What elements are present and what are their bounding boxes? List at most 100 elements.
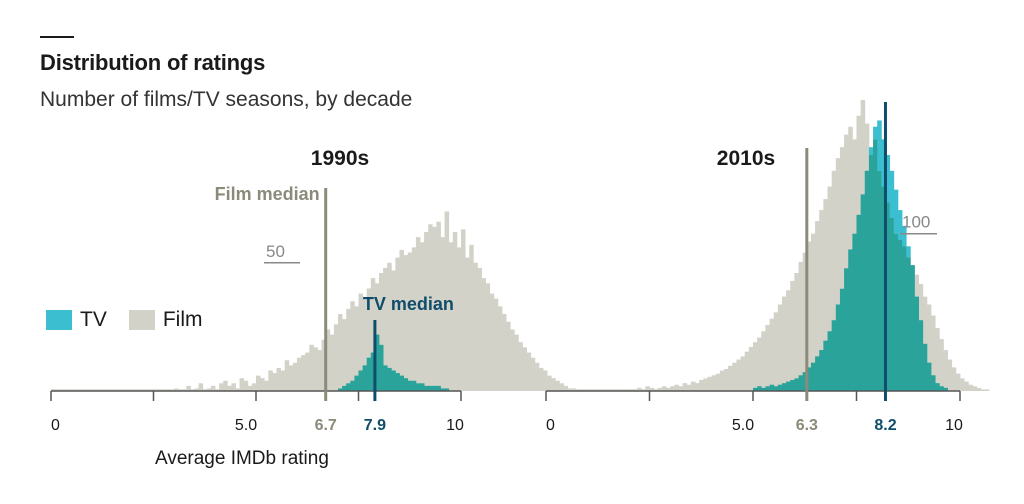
film-bar bbox=[728, 365, 733, 391]
tv-bar bbox=[868, 147, 874, 156]
tv-film-overlap-bar bbox=[444, 388, 450, 391]
film-bar bbox=[744, 351, 750, 391]
film-bar bbox=[518, 342, 523, 391]
tv-film-overlap-bar bbox=[753, 387, 758, 391]
tv-film-overlap-bar bbox=[428, 385, 433, 391]
tv-film-overlap-bar bbox=[338, 388, 343, 391]
film-bar bbox=[465, 257, 470, 391]
film-bar bbox=[810, 233, 816, 391]
chart-subtitle: Number of films/TV seasons, by decade bbox=[40, 88, 413, 111]
film-bar bbox=[235, 388, 240, 391]
tv-bar bbox=[902, 225, 907, 247]
tv-film-overlap-bar bbox=[790, 379, 795, 391]
film-bar bbox=[379, 273, 384, 391]
film-bar bbox=[786, 290, 791, 391]
tv-median-value: 7.9 bbox=[364, 417, 386, 434]
film-bar bbox=[522, 347, 527, 391]
film-bar bbox=[831, 170, 837, 391]
film-bar bbox=[980, 389, 986, 391]
film-bar bbox=[968, 384, 973, 391]
film-bar bbox=[666, 387, 671, 391]
tv-film-overlap-bar bbox=[781, 383, 787, 391]
tv-bar bbox=[906, 246, 911, 258]
film-bar bbox=[354, 306, 359, 391]
film-bar bbox=[844, 134, 849, 391]
film-bar bbox=[313, 347, 318, 391]
scale-marker-label: 100 bbox=[902, 213, 930, 232]
film-bar bbox=[440, 237, 445, 391]
tv-film-overlap-bar bbox=[366, 357, 372, 391]
tv-film-overlap-bar bbox=[769, 384, 775, 391]
film-bar bbox=[815, 221, 820, 391]
film-bar bbox=[547, 375, 552, 391]
film-bar bbox=[690, 381, 696, 391]
film-bar bbox=[761, 331, 766, 391]
film-bar bbox=[719, 370, 725, 391]
film-bar bbox=[260, 378, 265, 391]
title-rule bbox=[40, 36, 74, 38]
tv-film-overlap-bar bbox=[873, 139, 878, 391]
tv-film-overlap-bar bbox=[432, 385, 437, 391]
film-bar bbox=[502, 314, 507, 391]
film-bar bbox=[777, 304, 783, 391]
x-tick-label: 10 bbox=[945, 417, 963, 434]
tv-film-overlap-bar bbox=[897, 239, 903, 391]
film-bar bbox=[563, 385, 568, 391]
film-bar bbox=[798, 262, 804, 391]
tv-film-overlap-bar bbox=[902, 246, 907, 391]
x-tick-label: 0 bbox=[546, 417, 555, 434]
film-bar bbox=[960, 378, 965, 391]
film-bar bbox=[370, 278, 376, 391]
film-bar bbox=[198, 383, 204, 391]
film-bar bbox=[301, 355, 306, 391]
film-bar bbox=[473, 262, 478, 391]
tv-film-overlap-bar bbox=[910, 265, 915, 391]
legend-label-tv: TV bbox=[80, 308, 107, 331]
film-bar bbox=[387, 262, 392, 391]
film-bar bbox=[740, 356, 746, 391]
film-bar bbox=[481, 278, 486, 391]
legend-swatch-tv bbox=[46, 310, 72, 330]
film-bar bbox=[399, 249, 404, 391]
tv-film-overlap-bar bbox=[806, 367, 812, 391]
film-bar bbox=[769, 318, 775, 391]
film-bar bbox=[350, 301, 355, 391]
film-bar bbox=[383, 267, 388, 391]
film-bar bbox=[534, 362, 540, 391]
film-bar bbox=[653, 389, 659, 391]
tv-bar bbox=[893, 189, 899, 234]
tv-film-overlap-bar bbox=[379, 344, 384, 391]
panel-title: 2010s bbox=[717, 147, 775, 170]
film-bar bbox=[641, 389, 646, 391]
chart-title: Distribution of ratings bbox=[40, 50, 266, 75]
film-bar bbox=[555, 380, 560, 391]
tv-film-overlap-bar bbox=[848, 249, 853, 391]
film-bar bbox=[243, 380, 249, 391]
tv-film-overlap-bar bbox=[914, 296, 919, 391]
film-bar bbox=[802, 252, 808, 391]
tv-median-value: 8.2 bbox=[874, 417, 896, 434]
film-bar bbox=[276, 367, 281, 391]
film-bar bbox=[707, 376, 712, 391]
film-bar bbox=[342, 319, 347, 391]
tv-film-overlap-bar bbox=[757, 386, 762, 391]
tv-film-overlap-bar bbox=[889, 217, 895, 391]
tv-film-overlap-bar bbox=[815, 356, 820, 391]
film-bar bbox=[931, 315, 936, 391]
x-tick-label: 5.0 bbox=[235, 417, 257, 434]
tv-film-overlap-bar bbox=[440, 388, 445, 391]
film-bar bbox=[436, 221, 441, 391]
film-bar bbox=[732, 362, 737, 391]
film-bar bbox=[280, 370, 286, 391]
tv-film-overlap-bar bbox=[864, 170, 870, 391]
film-bar bbox=[506, 321, 511, 391]
film-bar bbox=[773, 312, 779, 391]
film-bar bbox=[674, 384, 679, 391]
tv-film-overlap-bar bbox=[856, 214, 862, 391]
tv-film-overlap-bar bbox=[794, 378, 799, 391]
film-bar bbox=[227, 385, 232, 391]
film-bar bbox=[935, 328, 940, 391]
tv-film-overlap-bar bbox=[906, 257, 911, 391]
film-bar bbox=[333, 324, 339, 391]
